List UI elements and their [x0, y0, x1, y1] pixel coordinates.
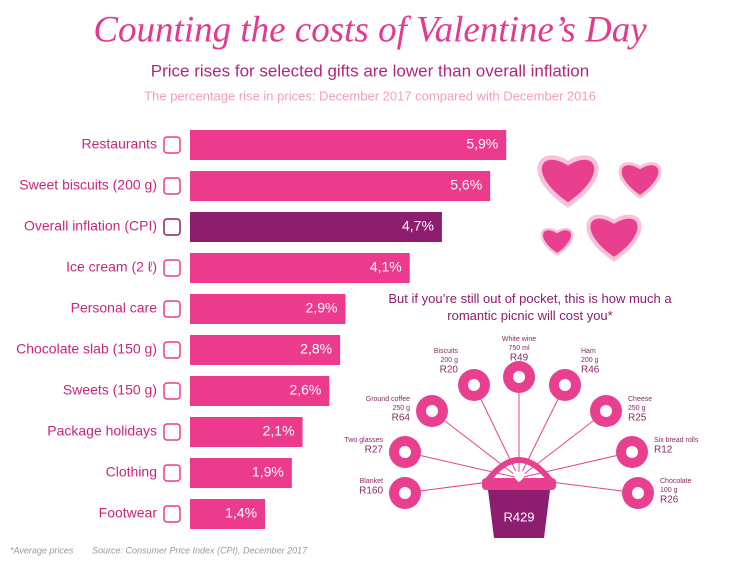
value-label: 2,1% [263, 423, 295, 439]
value-label: 4,1% [370, 259, 402, 275]
item-price: R27 [365, 445, 384, 456]
category-label: Personal care [71, 300, 158, 316]
basket-handle [485, 457, 553, 482]
value-label: 4,7% [402, 218, 434, 234]
category-label: Restaurants [82, 136, 157, 152]
item-icon-inner [426, 405, 438, 417]
item-icon-inner [399, 487, 411, 499]
item-icon-inner [632, 487, 644, 499]
bar [190, 253, 410, 283]
category-icon [163, 218, 181, 236]
item-price: R64 [392, 413, 411, 424]
item-icon-inner [513, 371, 525, 383]
heart [540, 227, 574, 256]
item-price: R26 [660, 495, 679, 506]
item-size: 750 ml [508, 345, 529, 352]
category-icon [163, 300, 181, 318]
item-size: 200 g [440, 357, 458, 364]
value-label: 2,6% [289, 382, 321, 398]
item-name: Blanket [360, 478, 383, 485]
category-icon [163, 382, 181, 400]
item-icon-inner [559, 379, 571, 391]
basket-heart [513, 470, 525, 482]
value-label: 5,9% [466, 136, 498, 152]
category-icon [163, 136, 181, 154]
heart [537, 155, 599, 208]
picnic-title: But if you’re still out of pocket, this … [388, 291, 672, 323]
bar [190, 499, 266, 529]
item-icon-inner [399, 446, 411, 458]
chart-description: The percentage rise in prices: December … [144, 88, 596, 103]
item-size: 100 g [660, 487, 678, 494]
bar [190, 130, 507, 160]
item-price: R12 [654, 445, 673, 456]
item-name: Biscuits [434, 348, 459, 355]
item-size: 200 g [581, 357, 599, 364]
basket-rim [482, 478, 556, 490]
bar [190, 171, 491, 201]
bar [190, 294, 346, 324]
item-icon-inner [600, 405, 612, 417]
item-price: R46 [581, 365, 600, 376]
category-label: Package holidays [47, 423, 157, 439]
picnic-title-box: But if you’re still out of pocket, this … [388, 291, 672, 323]
heart [586, 214, 642, 262]
value-label: 2,8% [300, 341, 332, 357]
value-label: 5,6% [450, 177, 482, 193]
category-label: Chocolate slab (150 g) [16, 341, 157, 357]
bar [190, 376, 330, 406]
category-label: Overall inflation (CPI) [24, 218, 157, 234]
item-price: R160 [359, 486, 383, 497]
item-size: 250 g [392, 405, 410, 412]
item-name: Two glasses [344, 437, 383, 444]
chart-subtitle: Price rises for selected gifts are lower… [151, 61, 589, 80]
item-price: R49 [510, 353, 529, 364]
item-name: Ground coffee [366, 396, 410, 403]
connector [518, 451, 633, 479]
basket [488, 490, 550, 538]
bar [190, 335, 341, 365]
item-price: R25 [628, 413, 647, 424]
item-name: Ham [581, 348, 596, 355]
connector [404, 451, 520, 479]
bar [190, 458, 292, 488]
category-icon [163, 423, 181, 441]
item-name: Chocolate [660, 478, 692, 485]
hearts [537, 155, 662, 262]
footnote: *Average prices [10, 545, 74, 555]
total: R429 [503, 509, 534, 524]
bar [190, 212, 442, 242]
category-icon [163, 505, 181, 523]
category-icon [163, 259, 181, 277]
item-icon-inner [626, 446, 638, 458]
item-icon-inner [468, 379, 480, 391]
category-label: Sweets (150 g) [63, 382, 157, 398]
value-label: 1,9% [252, 464, 284, 480]
bar [190, 417, 303, 447]
category-label: Sweet biscuits (200 g) [19, 177, 157, 193]
item-name: White wine [502, 336, 536, 343]
source: Source: Consumer Price Index (CPI), Dece… [92, 545, 308, 555]
item-name: Cheese [628, 396, 652, 403]
category-icon [163, 177, 181, 195]
category-icon [163, 341, 181, 359]
item-size: 250 g [628, 405, 646, 412]
category-icon [163, 464, 181, 482]
chart-title: Counting the costs of Valentine’s Day [93, 9, 647, 50]
value-label: 2,9% [306, 300, 338, 316]
value-label: 1,4% [225, 505, 257, 521]
heart [618, 162, 662, 199]
category-label: Footwear [99, 505, 158, 521]
category-label: Clothing [106, 464, 157, 480]
item-price: R20 [440, 365, 459, 376]
item-name: Six bread rolls [654, 437, 699, 444]
category-label: Ice cream (2 ℓ) [66, 259, 157, 275]
